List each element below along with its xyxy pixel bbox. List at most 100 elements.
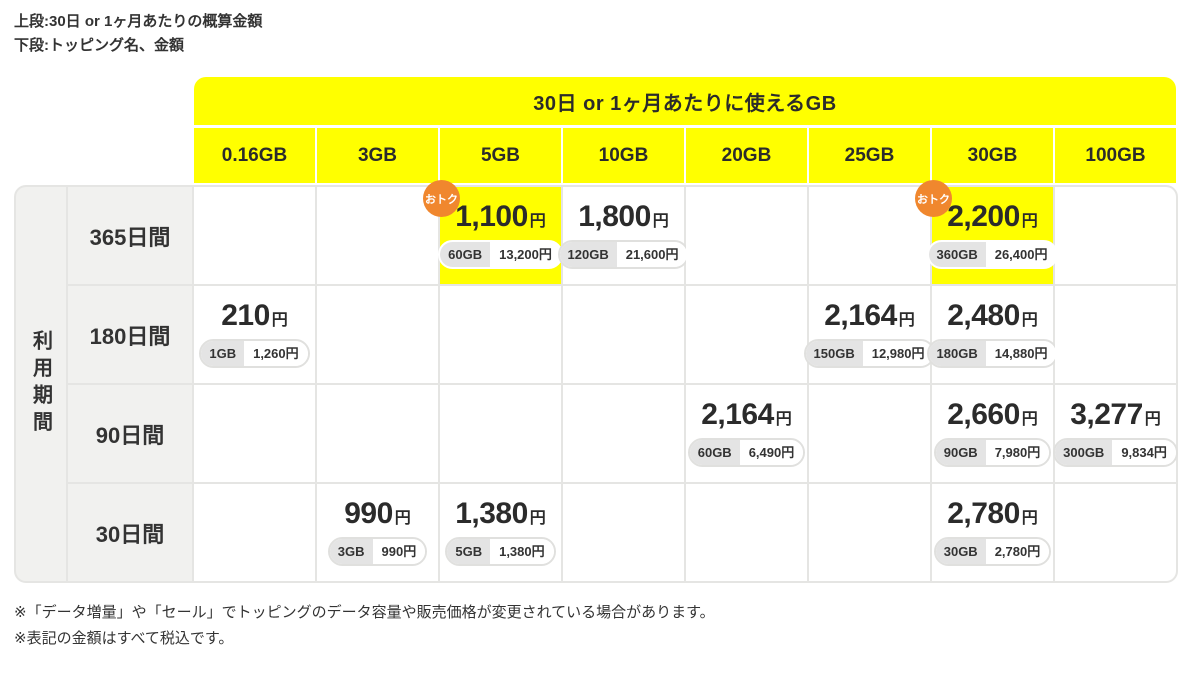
period-axis-label: 利用期間 [16, 187, 66, 581]
topping-price: 21,600円 [616, 242, 688, 267]
monthly-price-unit: 円 [775, 411, 792, 428]
price-cell-30日間-100GB [1055, 484, 1176, 581]
footnote-1: ※「データ増量」や「セール」でトッピングのデータ容量や販売価格が変更されている場… [14, 604, 715, 621]
table-header: 30日 or 1ヶ月あたりに使えるGB 0.16GB 3GB 5GB 10GB 20GB… [194, 77, 1176, 183]
topping-price: 990円 [372, 539, 426, 564]
topping-pill: 60GB 13,200円 [438, 240, 563, 269]
topping-pill: 5GB 1,380円 [445, 537, 556, 566]
topping-gb: 150GB [805, 341, 863, 366]
footnotes: ※「データ増量」や「セール」でトッピングのデータ容量や販売価格が変更されている場… [14, 600, 1200, 652]
monthly-price: 2,780 円 [947, 499, 1038, 529]
topping-pill: 30GB 2,780円 [933, 537, 1052, 566]
topping-pill: 120GB 21,600円 [557, 240, 690, 269]
row-label-365日間: 365日間 [68, 187, 192, 284]
monthly-price: 2,164 円 [824, 301, 915, 331]
price-cell-180日間-0.16GB: 210 円 1GB 1,260円 [194, 286, 315, 383]
topping-price: 26,400円 [985, 242, 1057, 267]
topping-gb: 60GB [689, 440, 740, 465]
otoku-badge-label: おトク [917, 193, 950, 206]
column-header-100gb: 100GB [1055, 128, 1176, 183]
row-label-30日間: 30日間 [68, 484, 192, 581]
price-cell-90日間-5GB [440, 385, 561, 482]
column-header-10gb: 10GB [563, 128, 684, 183]
monthly-price-amount: 2,480 [947, 299, 1020, 332]
monthly-price-unit: 円 [394, 510, 411, 527]
price-cell-365日間-25GB [809, 187, 930, 284]
price-cell-365日間-3GB [317, 187, 438, 284]
price-cell-90日間-3GB [317, 385, 438, 482]
price-cell-180日間-25GB: 2,164 円 150GB 12,980円 [803, 286, 936, 383]
price-cell-180日間-10GB [563, 286, 684, 383]
monthly-price-unit: 円 [1021, 411, 1038, 428]
price-cell-90日間-10GB [563, 385, 684, 482]
topping-pill: 90GB 7,980円 [933, 438, 1052, 467]
topping-pill: 60GB 6,490円 [687, 438, 806, 467]
monthly-price: 1,800 円 [578, 202, 669, 232]
price-cell-180日間-100GB [1055, 286, 1176, 383]
topping-pill: 150GB 12,980円 [803, 339, 936, 368]
monthly-price-unit: 円 [271, 312, 288, 329]
monthly-price-amount: 3,277 [1070, 398, 1143, 431]
price-cell-30日間-0.16GB [194, 484, 315, 581]
price-cell-30日間-5GB: 1,380 円 5GB 1,380円 [440, 484, 561, 581]
monthly-price: 2,164 円 [701, 400, 792, 430]
topping-gb: 3GB [329, 539, 373, 564]
monthly-price-amount: 2,164 [701, 398, 774, 431]
monthly-price-amount: 1,100 [455, 200, 528, 233]
price-cell-365日間-0.16GB [194, 187, 315, 284]
monthly-price-unit: 円 [529, 213, 546, 230]
topping-gb: 5GB [447, 539, 491, 564]
price-cell-365日間-20GB [686, 187, 807, 284]
topping-price: 12,980円 [862, 341, 934, 366]
price-cell-30日間-10GB [563, 484, 684, 581]
topping-gb: 1GB [201, 341, 245, 366]
topping-gb: 360GB [928, 242, 986, 267]
topping-gb: 180GB [928, 341, 986, 366]
topping-gb: 300GB [1055, 440, 1113, 465]
topping-price: 6,490円 [739, 440, 804, 465]
monthly-price-unit: 円 [898, 312, 915, 329]
column-header-25gb: 25GB [809, 128, 930, 183]
price-cell-30日間-30GB: 2,780 円 30GB 2,780円 [932, 484, 1053, 581]
monthly-price-unit: 円 [1021, 510, 1038, 527]
monthly-price-unit: 円 [652, 213, 669, 230]
price-cell-30日間-25GB [809, 484, 930, 581]
otoku-badge: おトク [915, 180, 952, 217]
footnote-2: ※表記の金額はすべて税込です。 [14, 630, 234, 647]
topping-pill: 180GB 14,880円 [926, 339, 1059, 368]
monthly-price: 1,380 円 [455, 499, 546, 529]
column-header-row: 0.16GB 3GB 5GB 10GB 20GB 25GB 30GB 100GB [194, 128, 1176, 183]
price-cell-30日間-20GB [686, 484, 807, 581]
column-header-20gb: 20GB [686, 128, 807, 183]
monthly-price: 2,480 円 [947, 301, 1038, 331]
monthly-price-amount: 2,164 [824, 299, 897, 332]
table-legend: 上段:30日 or 1ヶ月あたりの概算金額 下段:トッピング名、金額 [14, 10, 1200, 58]
monthly-price: 2,200 円 [947, 202, 1038, 232]
price-cell-180日間-5GB [440, 286, 561, 383]
gb-header-banner: 30日 or 1ヶ月あたりに使えるGB [194, 77, 1176, 125]
price-cell-180日間-3GB [317, 286, 438, 383]
price-cell-90日間-100GB: 3,277 円 300GB 9,834円 [1053, 385, 1178, 482]
monthly-price: 2,660 円 [947, 400, 1038, 430]
topping-gb: 120GB [559, 242, 617, 267]
monthly-price-amount: 990 [344, 497, 393, 530]
topping-price: 1,260円 [244, 341, 308, 366]
column-header-5gb: 5GB [440, 128, 561, 183]
monthly-price: 990 円 [344, 499, 411, 529]
price-cell-90日間-20GB: 2,164 円 60GB 6,490円 [686, 385, 807, 482]
column-header-30gb: 30GB [932, 128, 1053, 183]
topping-price: 7,980円 [985, 440, 1050, 465]
monthly-price: 3,277 円 [1070, 400, 1161, 430]
topping-gb: 30GB [935, 539, 986, 564]
monthly-price: 210 円 [221, 301, 288, 331]
column-header-0.16gb: 0.16GB [194, 128, 315, 183]
price-cell-180日間-30GB: 2,480 円 180GB 14,880円 [926, 286, 1059, 383]
topping-price: 14,880円 [985, 341, 1057, 366]
topping-price: 2,780円 [985, 539, 1050, 564]
row-label-90日間: 90日間 [68, 385, 192, 482]
otoku-badge: おトク [423, 180, 460, 217]
monthly-price-amount: 1,800 [578, 200, 651, 233]
monthly-price-amount: 2,200 [947, 200, 1020, 233]
topping-pill: 360GB 26,400円 [926, 240, 1059, 269]
monthly-price-amount: 2,660 [947, 398, 1020, 431]
